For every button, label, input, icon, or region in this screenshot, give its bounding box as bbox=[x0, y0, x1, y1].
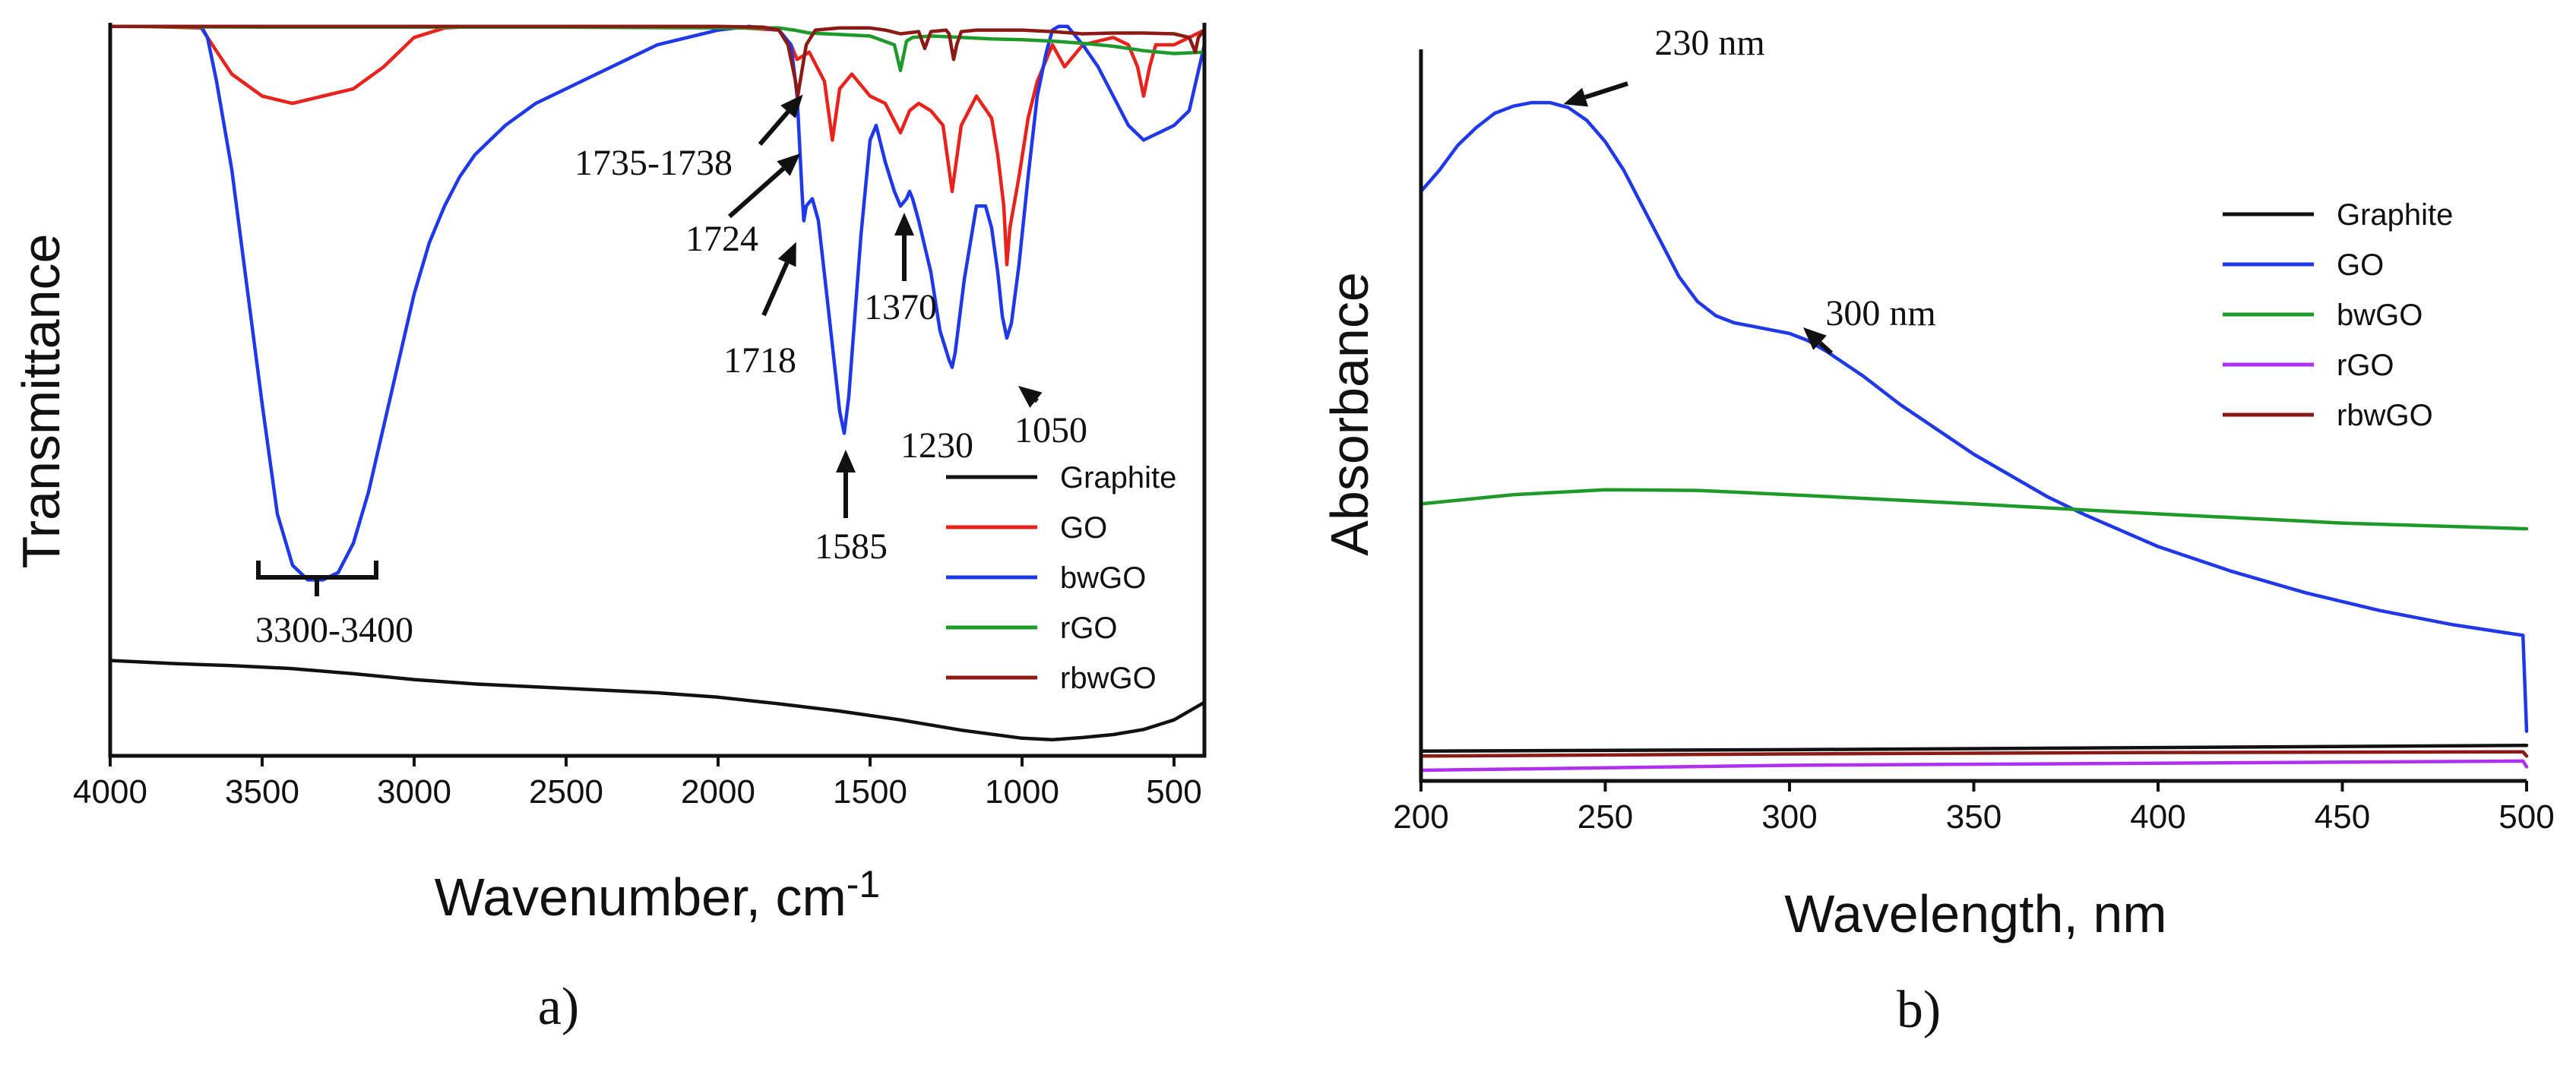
ftir-line-bwgo bbox=[108, 24, 1207, 582]
ftir-x-ticks: 4000 3500 3000 2500 2000 1500 1000 500 bbox=[73, 756, 1202, 811]
uvvis-line-bwgo bbox=[1419, 488, 2529, 531]
annotation-label-3300-3400: 3300-3400 bbox=[255, 610, 413, 650]
annotation-arrow-1050 bbox=[1018, 386, 1043, 408]
annotation-label-1718: 1718 bbox=[723, 340, 796, 381]
ftir-x-tick-label: 2000 bbox=[681, 773, 755, 811]
uvvis-y-axis-title: Absorbance bbox=[1320, 272, 1379, 556]
uvvis-legend-label-rbwgo: rbwGO bbox=[2337, 399, 2433, 432]
annotation-arrow-1724 bbox=[728, 153, 801, 219]
uvvis-series-group bbox=[1419, 100, 2529, 773]
ftir-axis-frame bbox=[108, 23, 1207, 758]
annotation-arrow-1370 bbox=[894, 213, 914, 281]
annotation-label-230nm: 230 nm bbox=[1654, 23, 1764, 63]
annotation-label-1370: 1370 bbox=[864, 287, 937, 327]
annotation-label-1585: 1585 bbox=[815, 526, 888, 567]
uvvis-legend-label-graphite: Graphite bbox=[2337, 198, 2453, 232]
uvvis-chart: 230 nm 300 nm 200 250 300 350 400 450 500 Absor… bbox=[1320, 23, 2555, 1039]
annotation-arrow-1735-1738 bbox=[758, 94, 803, 146]
uvvis-x-tick-label: 500 bbox=[2498, 798, 2554, 836]
uvvis-x-tick-label: 400 bbox=[2130, 798, 2185, 836]
annotation-arrow-230nm bbox=[1563, 81, 1628, 107]
annotation-arrow-1585 bbox=[836, 450, 856, 518]
uvvis-x-axis-title: Wavelength, nm bbox=[1784, 884, 2166, 943]
uvvis-x-tick-label: 250 bbox=[1578, 798, 1633, 836]
annotation-arrow-300nm bbox=[1803, 327, 1834, 356]
annotation-label-1050: 1050 bbox=[1014, 410, 1087, 450]
uvvis-line-rgo bbox=[1419, 759, 2529, 773]
annotation-arrow-1718 bbox=[761, 242, 796, 317]
annotation-label-1230: 1230 bbox=[900, 425, 973, 466]
ftir-series-group bbox=[108, 24, 1207, 742]
ftir-legend: Graphite GO bwGO rGO rbwGO bbox=[946, 461, 1176, 695]
uvvis-x-tick-label: 200 bbox=[1393, 798, 1448, 836]
uvvis-line-rbwgo bbox=[1419, 750, 2529, 758]
uvvis-annotations: 230 nm 300 nm bbox=[1563, 23, 1936, 356]
ftir-legend-label-bwgo: bwGO bbox=[1060, 561, 1146, 595]
ftir-annotations: 1735-1738 1724 1718 1370 1585 1230 1050 3300-34… bbox=[255, 94, 1087, 650]
annotation-label-300nm: 300 nm bbox=[1825, 293, 1935, 333]
ftir-legend-label-rgo: rGO bbox=[1060, 612, 1118, 645]
ftir-line-go bbox=[108, 24, 1207, 267]
ftir-x-tick-label: 2500 bbox=[529, 773, 603, 811]
ftir-line-graphite bbox=[108, 659, 1207, 742]
uvvis-legend-label-go: GO bbox=[2337, 248, 2384, 282]
ftir-y-axis-title: Transmittance bbox=[11, 234, 71, 569]
panel-a-label: a) bbox=[538, 978, 579, 1036]
uvvis-x-ticks: 200 250 300 350 400 450 500 bbox=[1393, 781, 2555, 836]
uvvis-line-go bbox=[1419, 100, 2529, 733]
ftir-x-tick-label: 3500 bbox=[225, 773, 299, 811]
uvvis-line-graphite bbox=[1419, 744, 2529, 754]
uvvis-x-tick-label: 450 bbox=[2315, 798, 2370, 836]
uvvis-x-tick-label: 350 bbox=[1946, 798, 2002, 836]
annotation-label-1735-1738: 1735-1738 bbox=[574, 143, 733, 183]
ftir-x-tick-label: 1000 bbox=[985, 773, 1059, 811]
ftir-x-tick-label: 4000 bbox=[73, 773, 147, 811]
uvvis-legend-label-bwgo: bwGO bbox=[2337, 299, 2423, 332]
ftir-x-tick-label: 3000 bbox=[377, 773, 451, 811]
ftir-x-tick-label: 1500 bbox=[833, 773, 907, 811]
ftir-chart: 1735-1738 1724 1718 1370 1585 1230 1050 3300-34… bbox=[11, 23, 1207, 1036]
uvvis-legend: Graphite GO bwGO rGO rbwGO bbox=[2223, 198, 2453, 432]
ftir-legend-label-graphite: Graphite bbox=[1060, 461, 1176, 495]
ftir-legend-label-rbwgo: rbwGO bbox=[1060, 662, 1157, 695]
uvvis-legend-label-rgo: rGO bbox=[2337, 349, 2394, 382]
ftir-x-axis-title: Wavenumber, cm-1 bbox=[435, 863, 881, 927]
annotation-label-1724: 1724 bbox=[685, 219, 758, 259]
uvvis-x-tick-label: 300 bbox=[1761, 798, 1817, 836]
panel-b-label: b) bbox=[1897, 981, 1941, 1039]
annotation-bracket-3300-3400 bbox=[256, 561, 378, 596]
ftir-legend-label-go: GO bbox=[1060, 511, 1107, 545]
ftir-line-rbwgo bbox=[108, 24, 1207, 98]
ftir-x-tick-label: 500 bbox=[1146, 773, 1201, 811]
